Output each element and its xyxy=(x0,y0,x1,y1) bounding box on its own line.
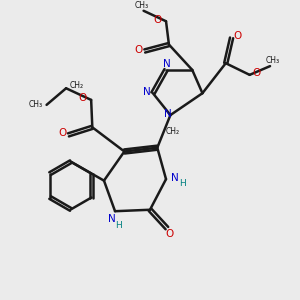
Text: N: N xyxy=(172,173,179,183)
Text: O: O xyxy=(253,68,261,78)
Text: N: N xyxy=(143,87,151,97)
Text: N: N xyxy=(108,214,116,224)
Text: CH₃: CH₃ xyxy=(134,1,148,10)
Text: CH₃: CH₃ xyxy=(28,100,43,109)
Text: H: H xyxy=(115,221,122,230)
Text: H: H xyxy=(179,179,186,188)
Text: O: O xyxy=(134,44,142,55)
Text: N: N xyxy=(163,59,170,69)
Text: N: N xyxy=(164,109,172,118)
Text: CH₃: CH₃ xyxy=(266,56,280,65)
Text: CH₂: CH₂ xyxy=(70,81,84,90)
Text: O: O xyxy=(79,94,87,103)
Text: O: O xyxy=(58,128,66,138)
Text: O: O xyxy=(165,229,173,239)
Text: O: O xyxy=(234,32,242,41)
Text: CH₂: CH₂ xyxy=(166,127,180,136)
Text: O: O xyxy=(154,15,162,25)
